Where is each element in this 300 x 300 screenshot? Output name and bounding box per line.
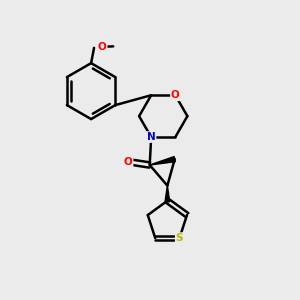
Text: S: S bbox=[176, 233, 183, 243]
Polygon shape bbox=[165, 186, 170, 202]
Polygon shape bbox=[150, 157, 175, 165]
Text: O: O bbox=[171, 90, 180, 100]
Text: O: O bbox=[98, 42, 107, 52]
Text: O: O bbox=[124, 157, 133, 167]
Text: N: N bbox=[147, 132, 156, 142]
